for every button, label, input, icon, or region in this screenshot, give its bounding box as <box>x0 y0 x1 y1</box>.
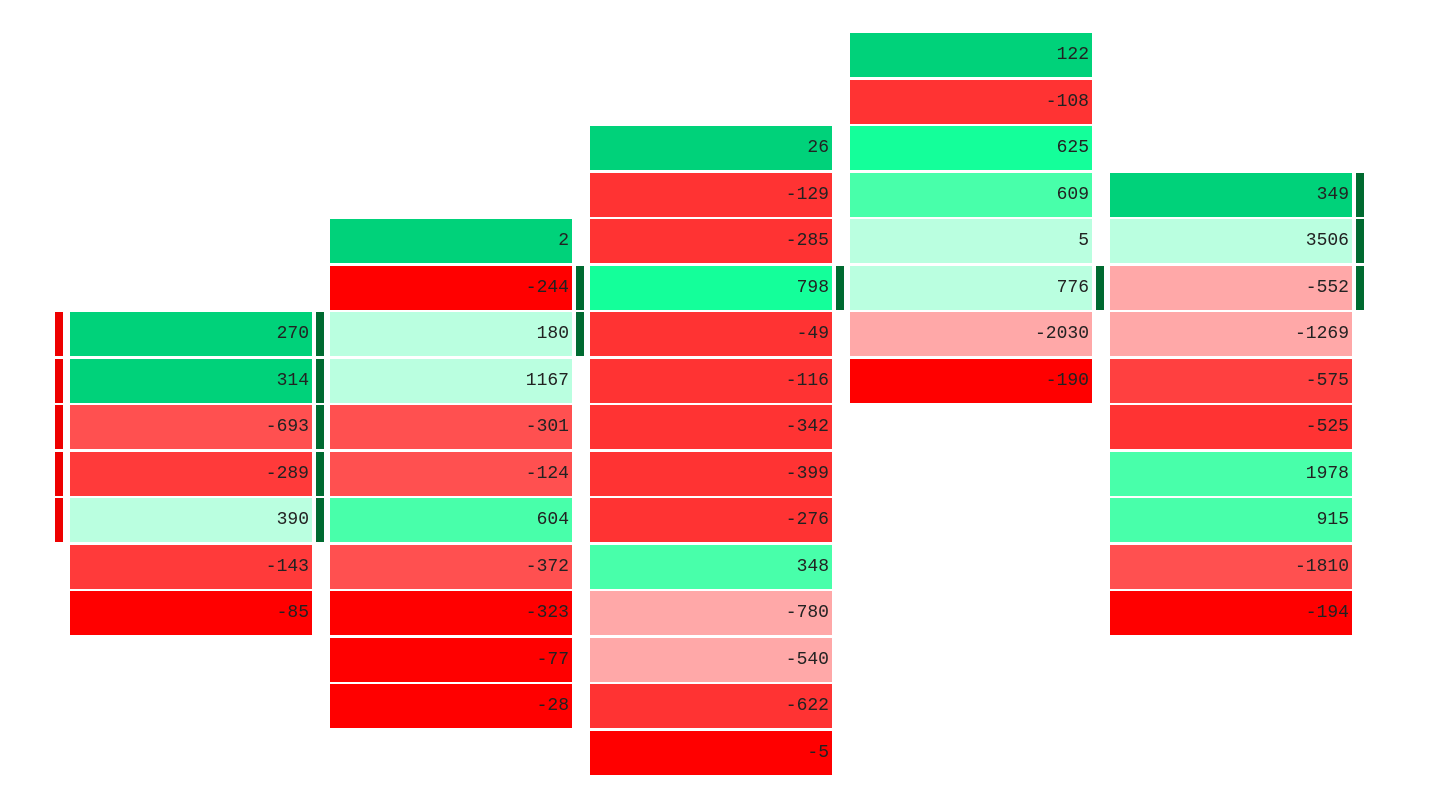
volume-cell: 798 <box>590 265 832 310</box>
volume-cell: -124 <box>330 451 572 496</box>
volume-cell: 609 <box>850 172 1092 217</box>
imbalance-marker <box>316 451 324 496</box>
volume-cell: -77 <box>330 637 572 682</box>
imbalance-marker <box>576 312 584 356</box>
volume-cell: -116 <box>590 358 832 403</box>
imbalance-marker <box>576 265 584 310</box>
volume-cell: -622 <box>590 684 832 728</box>
volume-cell: -323 <box>330 591 572 635</box>
volume-cell: -85 <box>70 591 312 635</box>
imbalance-marker <box>1096 265 1104 310</box>
volume-cell: -28 <box>330 684 572 728</box>
volume-cell: -49 <box>590 312 832 356</box>
volume-cell: 349 <box>1110 172 1352 217</box>
volume-cell: -342 <box>590 405 832 449</box>
imbalance-marker <box>316 358 324 403</box>
volume-cell: -108 <box>850 79 1092 124</box>
volume-cell: 5 <box>850 219 1092 263</box>
volume-cell: -575 <box>1110 358 1352 403</box>
volume-cell: 26 <box>590 126 832 170</box>
volume-cell: -552 <box>1110 265 1352 310</box>
imbalance-marker <box>1356 219 1364 263</box>
volume-cell: -2030 <box>850 312 1092 356</box>
volume-cell: -143 <box>70 544 312 589</box>
volume-cell: 348 <box>590 544 832 589</box>
volume-cell: -399 <box>590 451 832 496</box>
volume-cell: -540 <box>590 637 832 682</box>
volume-cell: 180 <box>330 312 572 356</box>
imbalance-marker <box>316 405 324 449</box>
imbalance-marker <box>1356 265 1364 310</box>
volume-cell: -525 <box>1110 405 1352 449</box>
volume-cell: 1167 <box>330 358 572 403</box>
volume-cell: 2 <box>330 219 572 263</box>
imbalance-marker <box>55 312 63 356</box>
volume-cell: -372 <box>330 544 572 589</box>
volume-cell: 625 <box>850 126 1092 170</box>
volume-cell: -1269 <box>1110 312 1352 356</box>
imbalance-marker <box>836 265 844 310</box>
imbalance-marker <box>316 312 324 356</box>
volume-cell: -285 <box>590 219 832 263</box>
volume-cell: -194 <box>1110 591 1352 635</box>
imbalance-marker <box>55 451 63 496</box>
volume-cell: -693 <box>70 405 312 449</box>
imbalance-marker <box>1356 172 1364 217</box>
volume-cell: -780 <box>590 591 832 635</box>
volume-cell: -129 <box>590 172 832 217</box>
imbalance-marker <box>55 358 63 403</box>
volume-cell: -244 <box>330 265 572 310</box>
volume-cell: 122 <box>850 33 1092 77</box>
volume-cell: 776 <box>850 265 1092 310</box>
volume-cell: 3506 <box>1110 219 1352 263</box>
volume-cell: 270 <box>70 312 312 356</box>
volume-cell: 915 <box>1110 498 1352 542</box>
volume-cell: -301 <box>330 405 572 449</box>
volume-cell: -289 <box>70 451 312 496</box>
volume-cell: 604 <box>330 498 572 542</box>
imbalance-marker <box>316 498 324 542</box>
volume-cell: -276 <box>590 498 832 542</box>
volume-cell: -1810 <box>1110 544 1352 589</box>
imbalance-marker <box>55 405 63 449</box>
volume-cell: 1978 <box>1110 451 1352 496</box>
imbalance-marker <box>55 498 63 542</box>
volume-cell: 390 <box>70 498 312 542</box>
volume-cell: -5 <box>590 730 832 775</box>
volume-cell: 314 <box>70 358 312 403</box>
volume-cell: -190 <box>850 358 1092 403</box>
